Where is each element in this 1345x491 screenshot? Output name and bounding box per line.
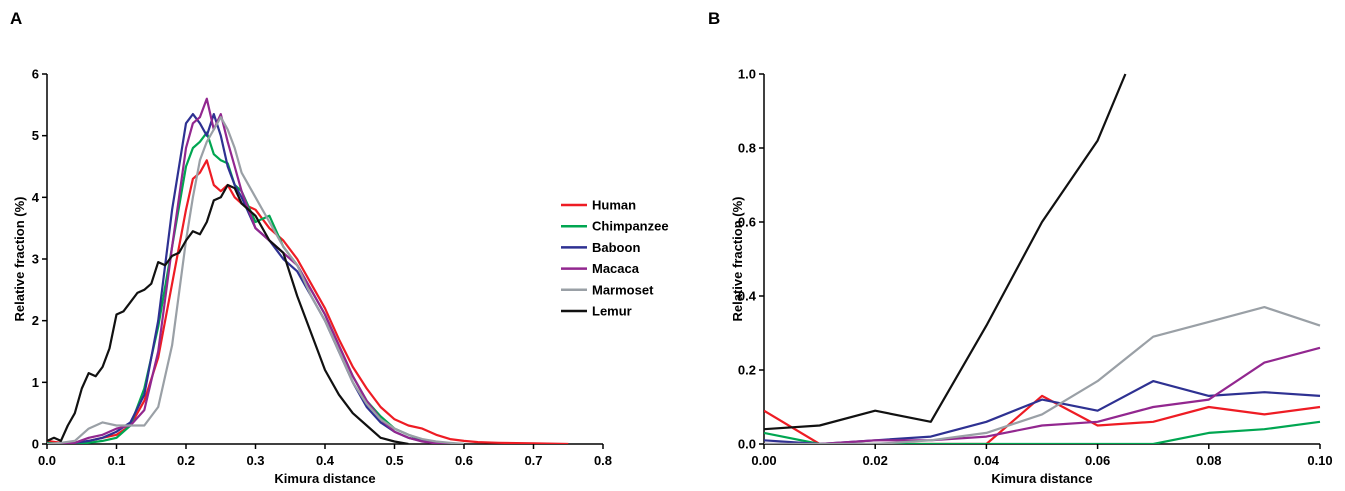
- legend-label-human: Human: [592, 198, 636, 213]
- x-tick-label: 0.3: [246, 453, 264, 468]
- y-tick-label: 4: [32, 190, 40, 205]
- x-tick-label: 0.8: [594, 453, 612, 468]
- y-tick-label: 1: [32, 375, 39, 390]
- x-tick-label: 0.2: [177, 453, 195, 468]
- legend-label-chimpanzee: Chimpanzee: [592, 219, 669, 234]
- panel-b: B 0.00.20.40.60.81.0 0.00 0.02 0.04 0.06 0.0…: [708, 9, 1333, 486]
- y-axis-title-b: Relative fraction (%): [730, 197, 745, 322]
- y-tick-label: 6: [32, 67, 39, 82]
- series-line-baboon: [47, 112, 451, 444]
- series-line-human: [764, 394, 1321, 444]
- y-tick-label: 0.6: [738, 215, 756, 230]
- series-line-chimpanzee: [47, 131, 465, 444]
- panel-a: A 0 1 2 3 4 5 6 0.0 0.1 0.2 0.3 0.4 0.5 0.6 0.7 0.8 Ki…: [10, 9, 669, 486]
- y-tick-label: 5: [32, 128, 39, 143]
- y-axis-title-a: Relative fraction (%): [12, 197, 27, 322]
- plot-area-a: 0 1 2 3 4 5 6 0.0 0.1 0.2 0.3 0.4 0.5 0.6 0.7 0.8: [32, 67, 612, 469]
- x-tick-label: 0.1: [107, 453, 125, 468]
- y-tick-label: 0: [32, 437, 39, 452]
- series-line-baboon: [764, 380, 1321, 444]
- x-tick-label: 0.06: [1085, 453, 1110, 468]
- series-line-marmoset: [47, 116, 465, 444]
- x-tick-label: 0.04: [974, 453, 1000, 468]
- legend-label-marmoset: Marmoset: [592, 282, 654, 297]
- x-tick-label: 0.7: [524, 453, 542, 468]
- panel-letter-b: B: [708, 9, 720, 28]
- legend-label-macaca: Macaca: [592, 261, 640, 276]
- legend-label-lemur: Lemur: [592, 304, 632, 319]
- series-line-lemur: [764, 73, 1127, 431]
- x-tick-label: 0.02: [863, 453, 888, 468]
- x-tick-label: 0.00: [751, 453, 776, 468]
- x-axis-title-a: Kimura distance: [274, 471, 375, 486]
- y-tick-label: 1.0: [738, 67, 756, 82]
- series-line-macaca: [764, 346, 1321, 444]
- series-line-marmoset: [764, 306, 1321, 444]
- x-tick-label: 0.6: [455, 453, 473, 468]
- x-tick-label: 0.10: [1307, 453, 1332, 468]
- y-tick-label: 0.4: [738, 289, 757, 304]
- series-line-lemur: [47, 183, 409, 444]
- y-tick-label: 0.2: [738, 363, 756, 378]
- y-tick-label: 3: [32, 252, 39, 267]
- y-tick-label: 2: [32, 313, 39, 328]
- series-line-macaca: [47, 97, 451, 444]
- series-line-chimpanzee: [764, 420, 1321, 444]
- x-tick-label: 0.5: [385, 453, 403, 468]
- series-line-human: [47, 159, 569, 444]
- legend-label-baboon: Baboon: [592, 240, 640, 255]
- panel-letter-a: A: [10, 9, 22, 28]
- y-tick-label: 0.0: [738, 437, 756, 452]
- x-tick-label: 0.08: [1196, 453, 1221, 468]
- x-tick-label: 0.4: [316, 453, 335, 468]
- y-tick-label: 0.8: [738, 141, 756, 156]
- x-axis-title-b: Kimura distance: [991, 471, 1092, 486]
- x-tick-label: 0.0: [38, 453, 56, 468]
- legend: Human Chimpanzee Baboon Macaca Marmoset Lemur: [561, 198, 669, 319]
- plot-area-b: 0.0 0.2 0.4 0.6 0.8 1.0 0.00 0.02 0.04 0.06 0.08 0…: [738, 67, 1333, 469]
